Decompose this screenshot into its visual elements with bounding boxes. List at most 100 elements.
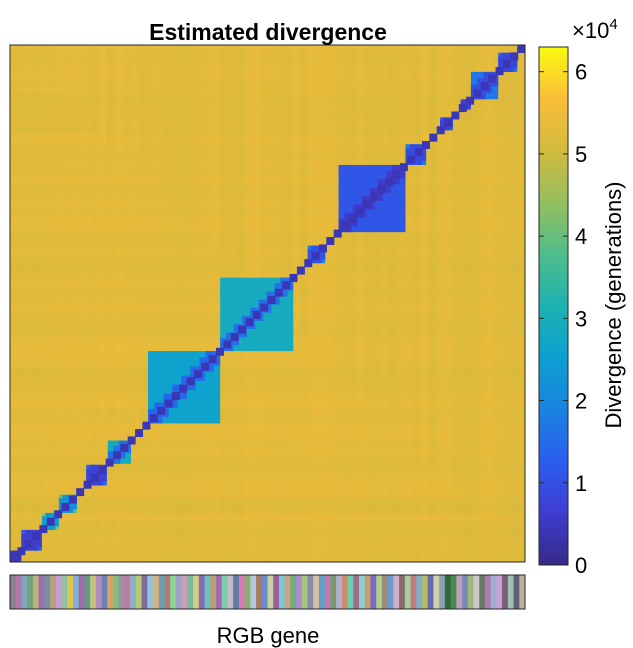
gene-color-cell [502, 575, 509, 609]
gene-color-cell [278, 575, 286, 609]
texture-band-vertical [50, 45, 59, 562]
diagonal-cell [186, 377, 195, 386]
colorbar-tick-label: 4 [575, 224, 587, 249]
gene-color-strip [10, 575, 526, 609]
gene-color-cell [490, 575, 497, 609]
diagonal-cell [127, 436, 136, 445]
texture-band-vertical [138, 45, 148, 562]
diagonal-cell [466, 96, 475, 105]
texture-band-horizontal [10, 69, 525, 78]
gene-color-cell [244, 575, 251, 609]
texture-band-horizontal [10, 545, 525, 555]
gene-color-cell [238, 575, 246, 609]
colorbar-multiplier-exponent: 4 [609, 16, 617, 33]
diagonal-cell [502, 59, 511, 68]
texture-band-horizontal [10, 424, 525, 434]
gene-color-cell [456, 575, 463, 609]
diagonal-cell [296, 266, 305, 275]
chart-title: Estimated divergence [149, 19, 387, 45]
texture-band-horizontal [10, 109, 525, 119]
gene-color-cell [330, 575, 337, 609]
diagonal-cell [164, 399, 173, 408]
texture-band-vertical [90, 45, 100, 562]
texture-band-vertical [178, 45, 188, 562]
diagonal-cell [473, 89, 482, 98]
gene-color-cell [84, 575, 91, 609]
diagonal-cell [436, 126, 445, 135]
texture-band-horizontal [10, 133, 525, 143]
texture-band-vertical [404, 45, 413, 562]
gene-color-cell [336, 575, 343, 609]
gene-color-cell [158, 575, 165, 609]
diagonal-cell [179, 384, 188, 393]
gene-color-cell [484, 575, 492, 609]
diagonal-cell [90, 473, 99, 482]
gene-color-cell [78, 575, 85, 609]
texture-band-horizontal [10, 263, 525, 272]
gene-color-cell [175, 575, 183, 609]
gene-color-cell [256, 575, 263, 609]
texture-band-vertical [106, 45, 116, 562]
texture-band-horizontal [10, 101, 525, 111]
gene-color-cell [496, 575, 503, 609]
diagonal-cell [414, 148, 423, 157]
texture-band-vertical [315, 45, 325, 562]
texture-band-vertical [203, 45, 212, 562]
diagonal-cell [76, 488, 85, 497]
diagonal-cell [238, 325, 247, 334]
diagonal-cell [46, 517, 55, 526]
diagonal-cell [304, 259, 313, 268]
colorbar-multiplier-base: ×10 [572, 18, 609, 43]
gene-color-cell [216, 575, 223, 609]
gene-color-cell [416, 575, 423, 609]
texture-band-vertical [460, 45, 470, 562]
gene-color-cell [376, 575, 383, 609]
texture-band-horizontal [10, 61, 525, 70]
colorbar-tick-label: 6 [575, 60, 587, 85]
texture-band-vertical [114, 45, 124, 562]
texture-band-horizontal [10, 230, 525, 240]
texture-band-horizontal [10, 77, 525, 86]
texture-band-horizontal [10, 473, 525, 482]
gene-color-cell [250, 575, 257, 609]
gene-color-cell [467, 575, 474, 609]
gene-color-cell [147, 575, 154, 609]
texture-band-vertical [162, 45, 172, 562]
gene-color-cell [55, 575, 62, 609]
diagonal-cell [333, 229, 342, 238]
diagonal-cell [363, 200, 372, 209]
colorbar [538, 46, 569, 566]
diagonal-cell [98, 465, 107, 474]
texture-band-vertical [508, 45, 518, 562]
diagonal-cell [68, 495, 77, 504]
gene-color-cell [450, 575, 457, 609]
texture-band-vertical [98, 45, 108, 562]
gene-color-cell [404, 575, 411, 609]
texture-band-vertical [516, 45, 525, 562]
gene-color-cell [107, 575, 114, 609]
texture-band-horizontal [10, 198, 525, 208]
gene-color-cell [61, 575, 68, 609]
texture-band-vertical [468, 45, 478, 562]
gene-color-cell [319, 575, 326, 609]
texture-band-horizontal [10, 85, 525, 94]
gene-color-cell [67, 575, 74, 609]
gene-color-cell [422, 575, 429, 609]
colorbar-tick-label: 2 [575, 389, 587, 414]
texture-band-horizontal [10, 125, 525, 135]
gene-color-cell [141, 575, 148, 609]
colorbar-multiplier: ×104 [572, 16, 618, 43]
plot-frame [9, 44, 526, 563]
gene-color-cell [296, 575, 303, 609]
texture-band-vertical [187, 45, 196, 562]
texture-band-vertical [66, 45, 75, 562]
texture-band-vertical [82, 45, 91, 562]
texture-band-vertical [10, 45, 19, 562]
gene-color-cell [21, 575, 28, 609]
texture-band-horizontal [10, 505, 525, 515]
diagonal-cell [24, 539, 33, 548]
texture-band-vertical [154, 45, 164, 562]
texture-band-horizontal [10, 521, 525, 531]
gene-color-cell [381, 575, 389, 609]
